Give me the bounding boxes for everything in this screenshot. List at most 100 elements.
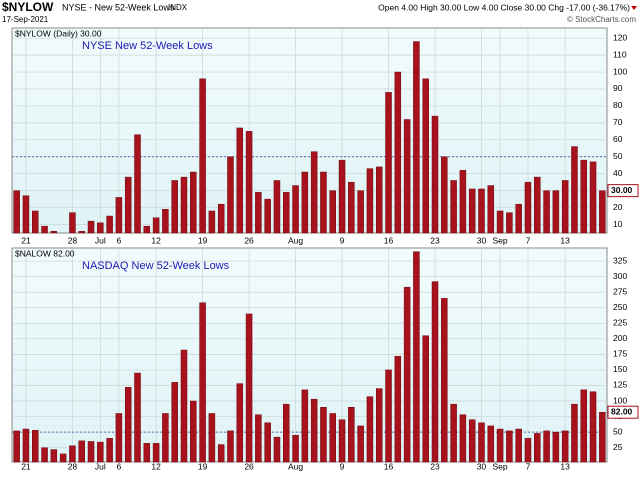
bar: [301, 389, 309, 463]
bar: [403, 119, 411, 234]
bar: [524, 438, 532, 463]
panel-title: NYSE New 52-Week Lows: [82, 40, 213, 52]
x-tick-label: 7: [526, 235, 531, 245]
bar: [190, 171, 197, 234]
x-tick-label: 16: [384, 235, 394, 245]
bar: [515, 428, 522, 463]
bar: [394, 71, 402, 234]
bar: [468, 188, 476, 234]
x-tick-label: 13: [560, 461, 570, 471]
x-tick-label: 23: [430, 235, 440, 245]
bar: [580, 389, 588, 463]
bar: [171, 180, 178, 234]
bar: [255, 192, 262, 234]
bar: [217, 203, 225, 234]
bar: [208, 210, 216, 234]
x-tick-label: 30: [477, 235, 487, 245]
bar: [468, 419, 476, 463]
bar: [506, 212, 513, 234]
bar: [534, 433, 541, 463]
x-tick-label: 12: [151, 235, 161, 245]
bar: [589, 161, 597, 234]
x-tick-label: 6: [117, 235, 122, 245]
bar: [580, 159, 588, 234]
y-tick-label: 70: [613, 117, 623, 127]
bar: [106, 215, 113, 234]
bar: [97, 222, 104, 234]
y-tick-label: 25: [613, 442, 623, 452]
bar: [496, 428, 504, 463]
bar: [292, 435, 299, 463]
x-tick-label: Sep: [493, 235, 508, 245]
bar: [478, 422, 485, 463]
x-tick-label: 9: [340, 235, 345, 245]
bar: [459, 170, 467, 234]
bar: [524, 181, 532, 234]
y-tick-label: 150: [613, 364, 627, 374]
x-tick-label: 28: [68, 461, 78, 471]
bar: [22, 195, 30, 234]
bar: [348, 181, 355, 234]
last-value-box: [607, 184, 639, 198]
bar: [13, 430, 20, 463]
bar: [78, 440, 85, 463]
bar: [264, 422, 271, 463]
date: 17-Sep-2021: [2, 15, 49, 24]
x-tick-label: Jul: [95, 461, 106, 471]
bar: [134, 134, 141, 234]
bar: [134, 372, 141, 463]
bar: [78, 231, 85, 234]
bar: [301, 171, 309, 234]
bar: [180, 349, 188, 463]
bar: [403, 286, 411, 463]
bar: [190, 400, 197, 463]
bar: [162, 209, 169, 234]
bar: [41, 447, 48, 463]
description: NYSE - New 52-Week Lows: [62, 2, 175, 12]
bar: [385, 92, 392, 234]
bar: [171, 382, 178, 463]
legend: $NALOW 82.00: [15, 248, 75, 258]
plot-area: [11, 247, 608, 463]
bar: [69, 445, 76, 463]
bar: [431, 115, 439, 234]
bar: [273, 180, 281, 234]
bar: [385, 369, 392, 463]
bar: [162, 413, 169, 463]
quote: Open 4.00 High 30.00 Low 4.00 Close 30.0…: [378, 2, 630, 12]
bar: [59, 453, 67, 463]
bar: [329, 413, 336, 463]
y-tick-label: 200: [613, 333, 627, 343]
bar: [478, 188, 485, 234]
y-tick-label: 250: [613, 302, 627, 312]
bar: [413, 251, 420, 463]
bar: [217, 444, 225, 463]
bar: [13, 190, 20, 234]
bar: [199, 78, 206, 234]
y-tick-label: 175: [613, 349, 627, 359]
x-tick-label: 23: [430, 461, 440, 471]
bar: [283, 403, 290, 463]
bar: [366, 396, 374, 463]
x-tick-label: 26: [244, 461, 254, 471]
bar: [143, 225, 151, 234]
bar: [506, 430, 513, 463]
y-tick-label: 10: [613, 219, 623, 229]
bar: [441, 156, 448, 234]
bar: [487, 185, 495, 234]
bar: [571, 403, 578, 463]
y-tick-label: 100: [613, 66, 627, 76]
y-tick-label: 275: [613, 286, 627, 296]
bar: [97, 441, 104, 463]
bar: [180, 176, 188, 234]
x-tick-label: 19: [198, 235, 208, 245]
x-tick-label: 6: [117, 461, 122, 471]
bar: [245, 313, 253, 463]
bar: [115, 413, 123, 463]
plot-area: [11, 27, 608, 234]
x-tick-label: Aug: [288, 235, 303, 245]
bar: [422, 78, 429, 234]
bar: [515, 203, 522, 234]
